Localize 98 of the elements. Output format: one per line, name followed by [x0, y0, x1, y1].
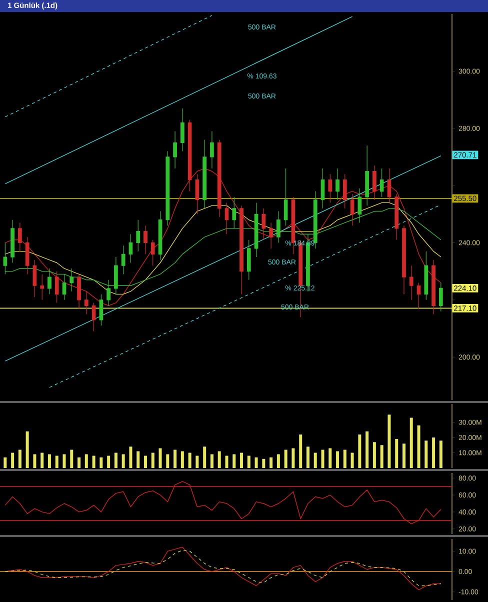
candlestick: [409, 265, 414, 300]
bar: [225, 456, 228, 468]
candlestick: [402, 225, 406, 295]
candlestick: [350, 194, 354, 226]
bar: [114, 452, 118, 468]
candlestick: [92, 302, 96, 332]
candlestick: [224, 202, 229, 234]
bar: [276, 454, 280, 468]
bar: [380, 445, 384, 468]
candlestick: [25, 236, 30, 274]
bar: [366, 431, 369, 468]
bar: [196, 456, 199, 468]
bar: [144, 456, 147, 468]
bar: [151, 452, 154, 468]
candlestick: [320, 168, 325, 209]
bar: [166, 454, 170, 468]
candlestick: [54, 271, 59, 304]
candlestick: [246, 240, 251, 280]
bar: [18, 450, 22, 468]
bar: [262, 458, 266, 468]
candlestick: [438, 282, 443, 312]
candlestick: [150, 240, 155, 266]
bar: [284, 450, 288, 468]
bar: [218, 451, 221, 468]
bar: [210, 454, 214, 468]
candlestick: [416, 282, 421, 309]
candlestick: [394, 194, 399, 240]
bar: [321, 450, 324, 468]
bar: [306, 446, 310, 468]
bar: [55, 456, 58, 468]
bar: [388, 414, 391, 468]
bar: [203, 446, 206, 468]
bar: [174, 450, 177, 468]
bar: [122, 454, 125, 468]
candlestick: [166, 150, 170, 226]
bar: [417, 425, 420, 468]
bar: [358, 434, 362, 468]
candlestick: [173, 130, 177, 169]
bar: [402, 444, 406, 468]
bar: [4, 457, 7, 468]
candlestick: [284, 168, 288, 226]
bar: [84, 454, 88, 468]
bar: [78, 457, 81, 468]
candlestick: [240, 205, 244, 295]
candlestick: [276, 210, 280, 244]
bar: [439, 440, 442, 468]
bar: [48, 454, 51, 468]
bar: [410, 418, 413, 468]
candlestick: [424, 251, 428, 300]
bar: [299, 434, 302, 468]
bar: [136, 451, 140, 468]
candlestick: [121, 245, 126, 274]
candlestick: [128, 234, 133, 264]
bar: [188, 452, 192, 468]
bar: [33, 454, 36, 468]
bar: [247, 456, 250, 468]
bar: [432, 438, 436, 468]
bar: [107, 456, 110, 468]
candlestick: [40, 274, 44, 300]
bar: [92, 456, 96, 468]
candlestick: [202, 140, 207, 209]
candlestick: [18, 222, 22, 252]
bar: [395, 439, 398, 468]
bar: [343, 450, 346, 468]
bar: [254, 457, 258, 468]
bar: [336, 451, 340, 468]
candlestick: [99, 294, 104, 326]
candlestick: [262, 208, 266, 240]
candlestick: [10, 220, 14, 264]
candlestick: [136, 220, 140, 252]
candlestick: [269, 222, 273, 249]
bar: [180, 451, 184, 468]
candlestick: [144, 225, 148, 254]
bar: [328, 448, 332, 468]
bar: [314, 452, 317, 468]
bar: [26, 431, 29, 468]
bar: [11, 452, 14, 468]
bar: [240, 452, 244, 468]
bar: [100, 457, 103, 468]
candlestick: [336, 168, 340, 200]
candlestick: [180, 108, 184, 152]
bar: [424, 440, 428, 468]
bar: [70, 450, 74, 468]
candlestick: [380, 168, 384, 198]
bar: [158, 448, 162, 468]
bar: [292, 448, 295, 468]
candlestick: [195, 174, 200, 214]
candlestick: [342, 174, 347, 209]
bar: [350, 452, 354, 468]
candlestick: [328, 174, 332, 204]
bar: [129, 446, 132, 468]
candlestick: [365, 145, 369, 206]
bar: [62, 454, 66, 468]
bar: [270, 457, 273, 468]
bar: [372, 442, 376, 468]
bar: [40, 452, 44, 468]
candlestick: [210, 130, 214, 169]
bar: [232, 454, 236, 468]
